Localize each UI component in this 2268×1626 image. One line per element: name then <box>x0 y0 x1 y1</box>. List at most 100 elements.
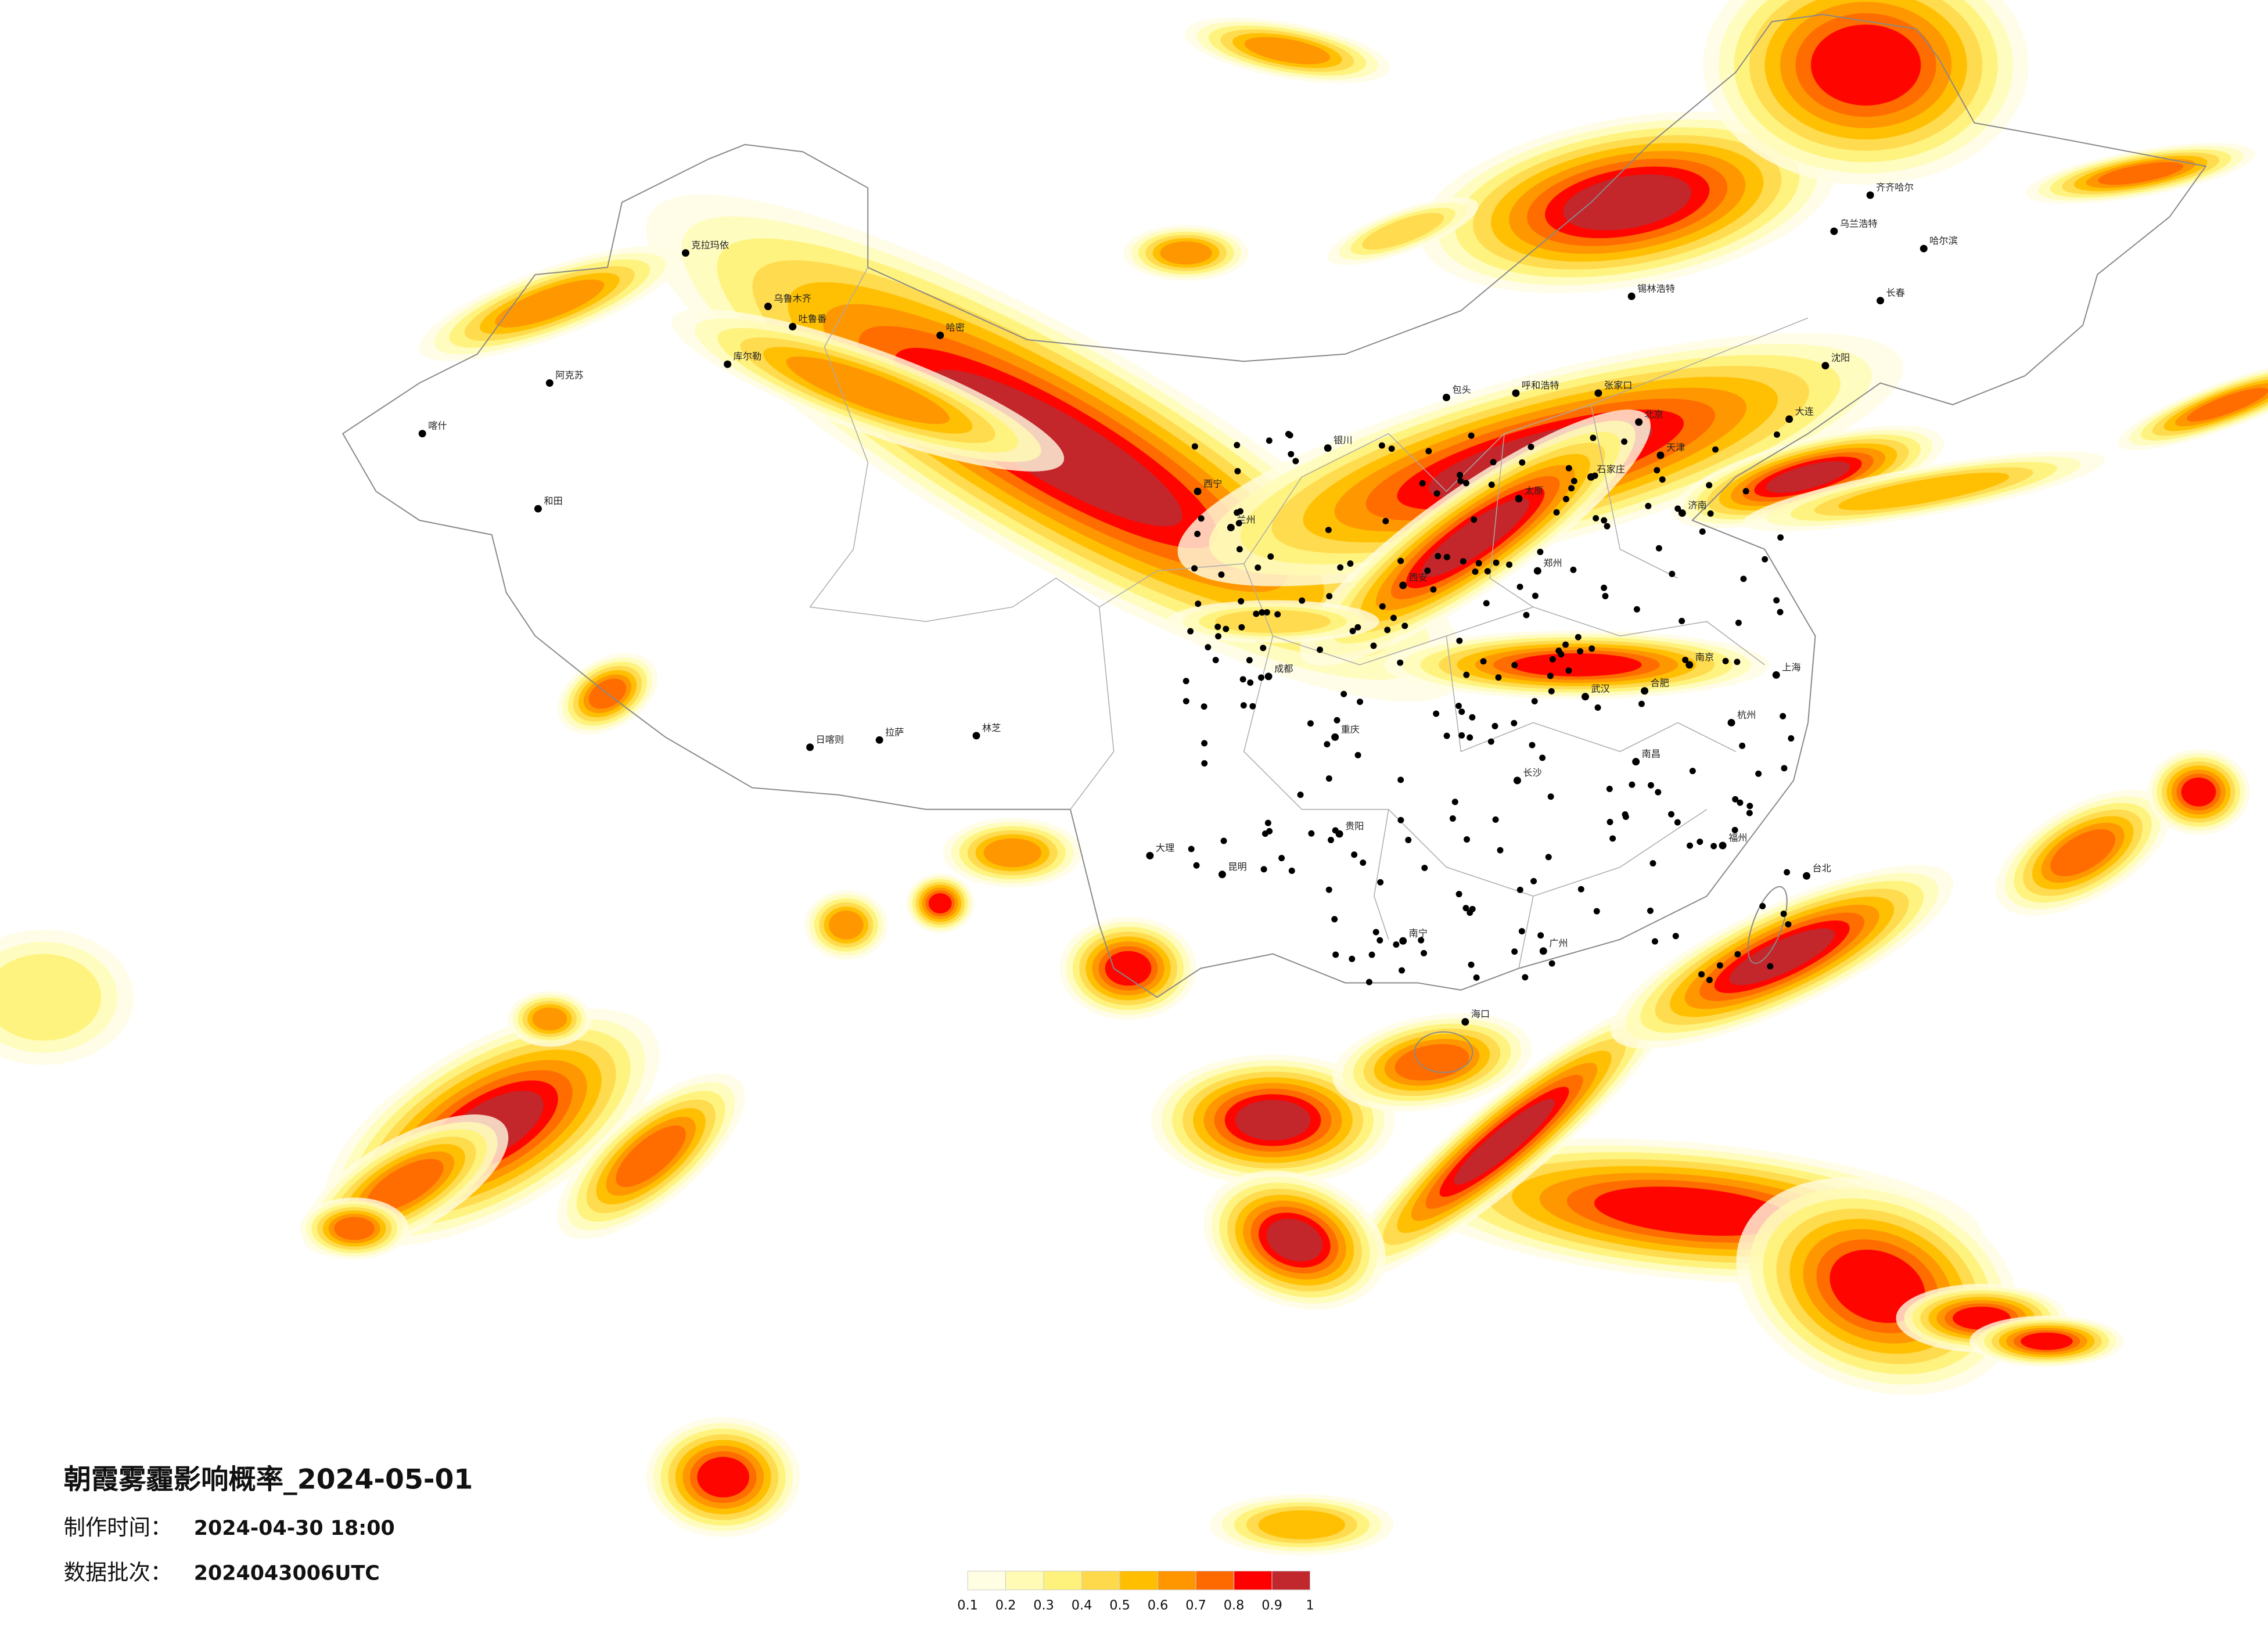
legend-tick-label: 0.7 <box>1185 1598 1206 1613</box>
station-dot <box>1258 674 1264 681</box>
station-dot <box>1591 472 1598 479</box>
station-dot <box>1469 714 1476 721</box>
station-dot <box>1547 793 1554 800</box>
probability-patch <box>2186 387 2268 422</box>
station-dot <box>1188 846 1195 852</box>
station-dot <box>1549 656 1556 663</box>
city-dot <box>1627 292 1636 300</box>
station-dot <box>1651 938 1658 945</box>
station-dot <box>1737 799 1744 806</box>
city-dot <box>1594 389 1602 397</box>
city-label: 南昌 <box>1642 749 1660 760</box>
city-dot <box>1194 487 1202 495</box>
city-dot <box>1785 415 1793 423</box>
station-dot <box>1220 837 1227 844</box>
city-dot <box>1324 444 1332 452</box>
station-dot <box>1497 847 1504 854</box>
station-dot <box>1332 951 1339 958</box>
city-label: 杭州 <box>1737 710 1756 721</box>
station-dot <box>1629 781 1636 788</box>
station-dot <box>1378 442 1385 449</box>
legend-swatch <box>1119 1570 1159 1591</box>
station-dot <box>1492 816 1499 823</box>
legend-tick-label: 0.4 <box>1072 1598 1092 1613</box>
city-dot <box>806 743 814 751</box>
city-dot <box>1803 872 1811 880</box>
probability-patch <box>1214 610 1331 634</box>
city-dot <box>1582 693 1589 701</box>
station-dot <box>1324 741 1331 748</box>
station-dot <box>1699 528 1706 535</box>
city-label: 郑州 <box>1543 557 1562 569</box>
station-dot <box>1455 891 1462 898</box>
station-dot <box>1511 948 1518 955</box>
city-label: 南宁 <box>1409 927 1428 938</box>
legend-tick-label: 0.6 <box>1148 1598 1169 1613</box>
station-dot <box>1234 509 1241 516</box>
station-dot <box>1354 624 1361 631</box>
city-label: 阿克苏 <box>555 370 584 381</box>
station-dot <box>1746 803 1753 810</box>
station-dot <box>1349 955 1356 962</box>
city-dot <box>724 360 732 368</box>
station-dot <box>1649 860 1656 867</box>
station-dot <box>1740 575 1747 582</box>
city-label: 天津 <box>1666 442 1685 453</box>
station-dot <box>1457 477 1464 484</box>
city-label: 西安 <box>1409 572 1428 583</box>
station-dot <box>1238 624 1245 631</box>
station-dot <box>1767 963 1774 970</box>
station-dot <box>1491 722 1498 729</box>
station-dot <box>1755 770 1762 777</box>
probability-field <box>0 0 2268 1556</box>
station-dot <box>1307 720 1314 727</box>
station-dot <box>1266 828 1273 834</box>
station-dot <box>1334 717 1340 724</box>
city-label: 北京 <box>1645 409 1663 420</box>
station-dot <box>1462 480 1469 487</box>
station-dot <box>1638 700 1645 707</box>
station-dot <box>1201 760 1208 767</box>
station-dot <box>1522 974 1529 981</box>
city-dot <box>681 249 689 257</box>
probability-patch <box>697 1456 750 1498</box>
city-dot <box>1678 509 1686 517</box>
city-dot <box>1877 297 1885 305</box>
city-label: 库尔勒 <box>734 351 762 362</box>
station-dot <box>1195 600 1202 607</box>
china-outline <box>342 13 2207 998</box>
legend-tick-label: 0.1 <box>957 1598 978 1613</box>
city-dot <box>1399 581 1407 589</box>
station-dot <box>1696 839 1703 846</box>
station-dot <box>1458 732 1465 739</box>
station-dot <box>1593 908 1600 915</box>
station-dot <box>1238 598 1245 605</box>
station-dot <box>1495 674 1502 681</box>
city-label: 太原 <box>1525 485 1543 497</box>
produced-time: 2024-04-30 18:00 <box>194 1517 395 1540</box>
station-dot <box>1682 656 1689 663</box>
station-dot <box>1759 902 1766 909</box>
station-dot <box>1734 659 1741 665</box>
station-dot <box>1531 698 1538 704</box>
station-dot <box>1317 646 1324 653</box>
city-label: 西宁 <box>1203 478 1222 489</box>
probability-patch <box>2021 1332 2073 1350</box>
station-dot <box>1483 600 1490 607</box>
station-dot <box>1286 432 1293 438</box>
station-dot <box>1742 488 1749 495</box>
city-label: 乌兰浩特 <box>1840 218 1878 229</box>
station-dot <box>1568 485 1575 492</box>
station-dot <box>1354 751 1361 758</box>
station-dot <box>1460 558 1467 565</box>
station-dot <box>1735 619 1742 626</box>
station-dot <box>1488 481 1495 488</box>
station-dot <box>1433 490 1440 497</box>
station-dot <box>1405 837 1412 843</box>
city-dot <box>1830 227 1838 235</box>
probability-patch <box>334 1217 375 1240</box>
station-dot <box>1710 843 1717 850</box>
station-dot <box>1308 830 1315 837</box>
station-dot <box>1267 553 1274 560</box>
